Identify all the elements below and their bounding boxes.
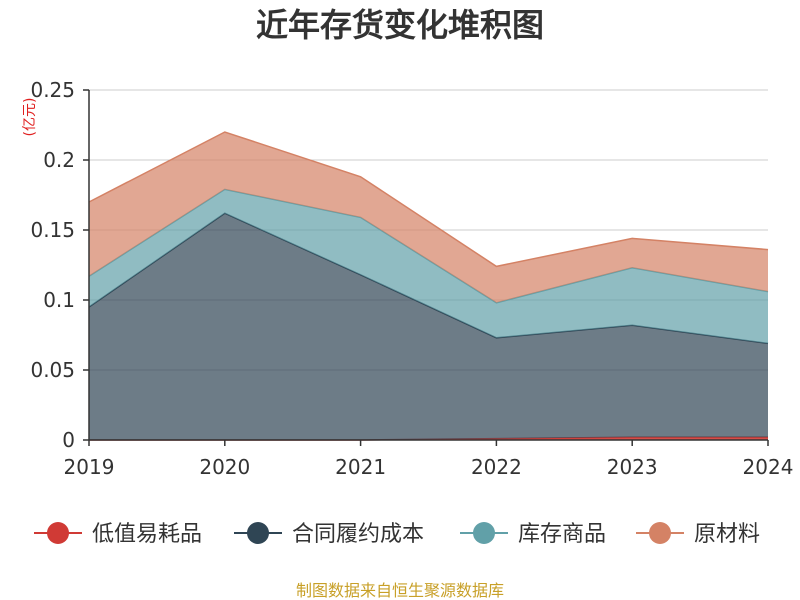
- x-tick-label: 2020: [199, 455, 250, 479]
- y-axis-unit-label: (亿元): [22, 98, 38, 137]
- x-tick-label: 2019: [64, 455, 115, 479]
- y-tick-label: 0.05: [30, 358, 75, 382]
- legend-item[interactable]: 库存商品: [460, 522, 606, 547]
- legend-label: 原材料: [694, 522, 760, 547]
- legend-marker: [473, 522, 495, 544]
- x-tick-label: 2023: [607, 455, 658, 479]
- x-tick-label: 2024: [743, 455, 794, 479]
- legend-item[interactable]: 原材料: [636, 522, 760, 547]
- area-2: [89, 213, 768, 440]
- area-3: [89, 189, 768, 344]
- legend-label: 合同履约成本: [292, 522, 424, 547]
- legend-marker: [47, 522, 69, 544]
- area-series: [88, 131, 769, 441]
- y-tick-label: 0.2: [43, 148, 75, 172]
- legend-item[interactable]: 合同履约成本: [234, 522, 424, 547]
- y-tick-label: 0.25: [30, 78, 75, 102]
- legend-marker: [247, 522, 269, 544]
- legend-label: 库存商品: [518, 522, 606, 547]
- chart-title: 近年存货变化堆积图: [256, 6, 544, 44]
- y-tick-label: 0.1: [43, 288, 75, 312]
- area-4: [89, 132, 768, 303]
- x-tick-label: 2021: [335, 455, 386, 479]
- y-tick-label: 0: [62, 428, 75, 452]
- legend-item[interactable]: 低值易耗品: [34, 522, 202, 547]
- legend-label: 低值易耗品: [92, 522, 202, 547]
- axes: 0 0.05 0.1 0.15 0.2 0.25 2019 2020 2021 2022 2023 2…: [30, 78, 793, 479]
- data-source-note: 制图数据来自恒生聚源数据库: [296, 581, 504, 600]
- legend-marker: [649, 522, 671, 544]
- x-tick-label: 2022: [471, 455, 522, 479]
- area-top-line-4: [88, 131, 769, 268]
- y-tick-label: 0.15: [30, 218, 75, 242]
- area-top-line-3: [88, 188, 769, 304]
- legend[interactable]: 低值易耗品 合同履约成本 库存商品 原材料: [34, 522, 760, 547]
